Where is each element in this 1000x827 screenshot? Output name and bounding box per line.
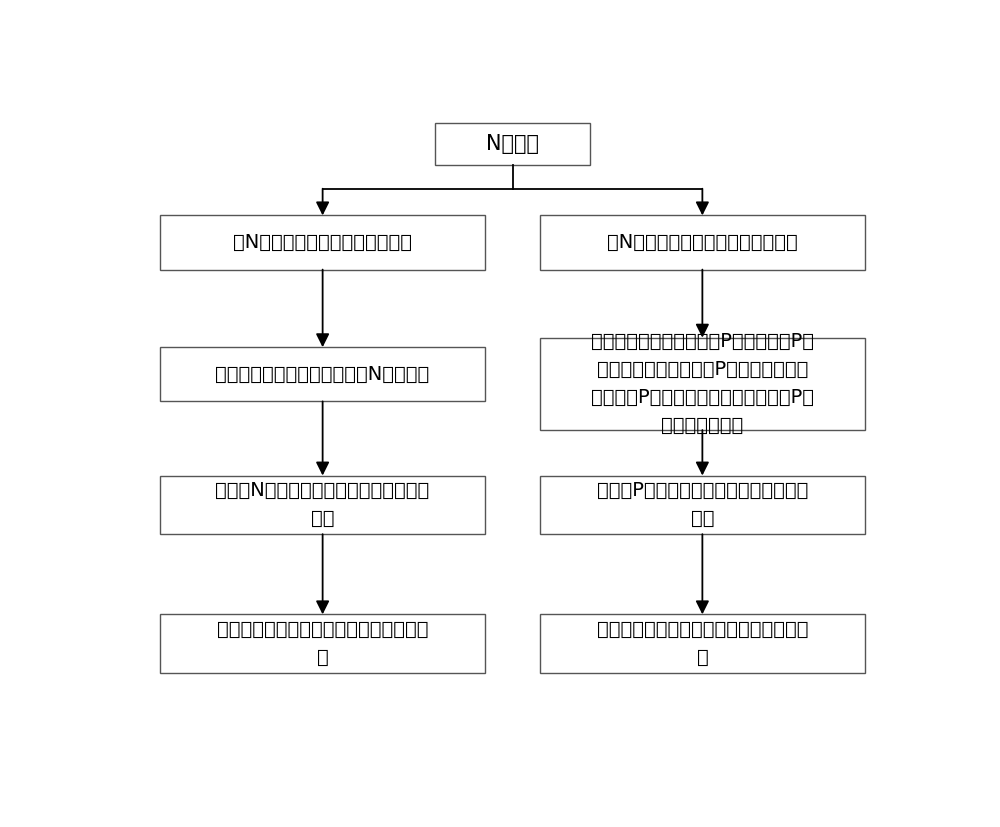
Text: 在N型衬底的一侧制备第一钝化层: 在N型衬底的一侧制备第一钝化层	[233, 233, 412, 252]
Text: 在所述第一透明导电层的表面制备第一电
极: 在所述第一透明导电层的表面制备第一电 极	[217, 620, 428, 667]
FancyBboxPatch shape	[160, 216, 485, 270]
FancyBboxPatch shape	[540, 614, 865, 673]
Text: 在N型衬底的另一侧制备第二钝化层: 在N型衬底的另一侧制备第二钝化层	[607, 233, 798, 252]
Text: 在所述第一钝化层的表面形成N型掺杂层: 在所述第一钝化层的表面形成N型掺杂层	[216, 365, 430, 384]
Text: N型衬底: N型衬底	[486, 134, 539, 154]
FancyBboxPatch shape	[160, 614, 485, 673]
FancyBboxPatch shape	[160, 347, 485, 401]
Text: 在第二钝化层的表面形成P型掺杂层；P型
掺杂层包括层叠设置的P型纳米晶碳化硅
薄膜层、P型纳米晶氧化硅薄膜层以及P型
纳米晶硅薄膜层: 在第二钝化层的表面形成P型掺杂层；P型 掺杂层包括层叠设置的P型纳米晶碳化硅 薄…	[591, 332, 814, 435]
FancyBboxPatch shape	[540, 216, 865, 270]
FancyBboxPatch shape	[435, 123, 590, 165]
Text: 在所述第二透明导电层的表面制备第二电
极: 在所述第二透明导电层的表面制备第二电 极	[597, 620, 808, 667]
FancyBboxPatch shape	[540, 337, 865, 430]
FancyBboxPatch shape	[540, 476, 865, 534]
Text: 在所述P型掺杂层的表面制备第二透明导
电层: 在所述P型掺杂层的表面制备第二透明导 电层	[597, 481, 808, 528]
Text: 在所述N型掺杂层的表面制备第一透明导
电层: 在所述N型掺杂层的表面制备第一透明导 电层	[216, 481, 430, 528]
FancyBboxPatch shape	[160, 476, 485, 534]
